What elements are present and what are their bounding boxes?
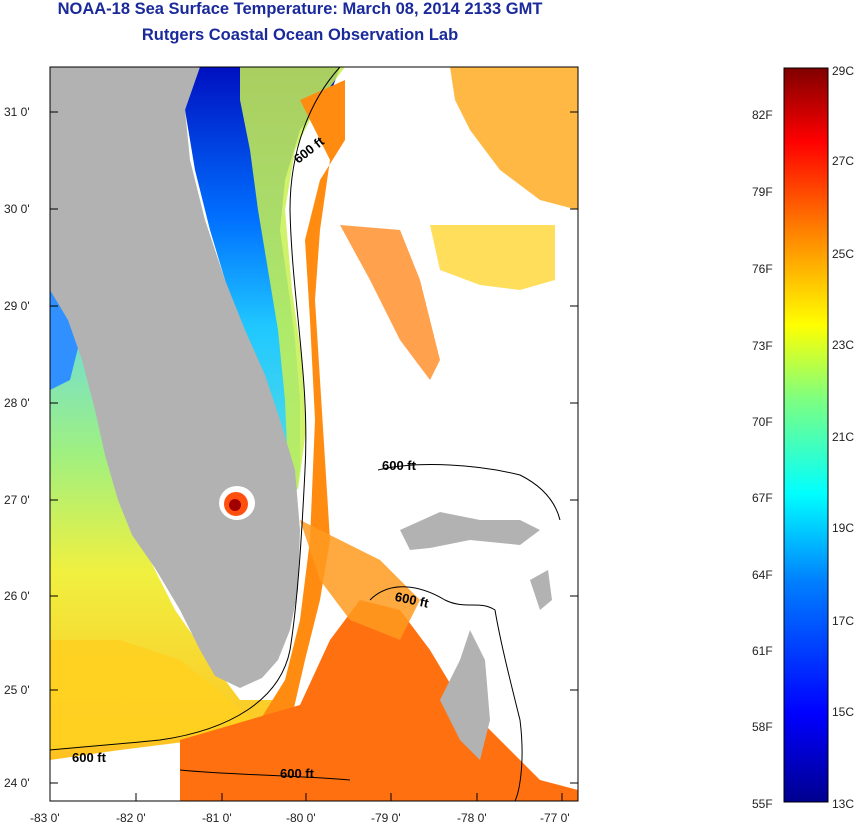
lon-label: -80 0'	[286, 811, 316, 825]
isobath-little-bahama	[377, 464, 561, 521]
celsius-label: 27C	[832, 154, 854, 168]
lon-label: -83 0'	[30, 811, 60, 825]
lat-label: 25 0'	[4, 683, 30, 697]
fahrenheit-label: 76F	[752, 262, 773, 276]
fahrenheit-label: 73F	[752, 339, 773, 353]
lat-label: 29 0'	[4, 299, 30, 313]
lat-label: 26 0'	[4, 589, 30, 603]
fahrenheit-label: 64F	[752, 568, 773, 582]
fahrenheit-label: 61F	[752, 644, 773, 658]
isobath-label: 600 ft	[382, 458, 417, 473]
fahrenheit-label: 55F	[752, 797, 773, 811]
lon-label: -77 0'	[540, 811, 570, 825]
gulf-warm-band	[50, 640, 260, 750]
andros-land	[440, 630, 490, 760]
isobath-label: 600 ft	[394, 589, 431, 611]
map-subtitle: Rutgers Coastal Ocean Observation Lab	[141, 26, 459, 44]
celsius-label: 15C	[832, 705, 854, 719]
lon-label: -78 0'	[457, 811, 487, 825]
map-frame	[49, 66, 579, 802]
east-sst-patch	[430, 225, 555, 290]
colorbar-gradient	[783, 67, 829, 803]
southeast-warm-patch	[300, 520, 420, 640]
central-sst-patch	[340, 225, 440, 380]
florida-land	[50, 67, 300, 688]
lat-label: 27 0'	[4, 493, 30, 507]
atlantic-coastal-sst	[185, 67, 340, 500]
celsius-label: 17C	[832, 614, 854, 628]
lat-label: 24 0'	[4, 776, 30, 790]
lat-label: 31 0'	[4, 105, 30, 119]
fahrenheit-label: 58F	[752, 720, 773, 734]
northeast-sst-patch	[450, 67, 578, 210]
fahrenheit-label: 70F	[752, 415, 773, 429]
celsius-label: 25C	[832, 247, 854, 261]
lat-label: 28 0'	[4, 396, 30, 410]
fahrenheit-label: 82F	[752, 108, 773, 122]
isobath-cuba	[179, 769, 351, 781]
lon-label: -79 0'	[371, 811, 401, 825]
isobath-label: 600 ft	[72, 750, 107, 765]
celsius-label: 23C	[832, 338, 854, 352]
isobath-label: 600 ft	[280, 766, 315, 781]
lon-label: -82 0'	[116, 811, 146, 825]
lat-label: 30 0'	[4, 202, 30, 216]
isobath-great-bahama	[369, 586, 523, 802]
abaco-land	[530, 570, 552, 610]
colorbar: 29C 27C 25C 23C 21C 19C 17C 15C 13C 82F …	[752, 64, 854, 811]
map-panel: 600 ft 600 ft 600 ft 600 ft 600 ft	[49, 66, 579, 802]
celsius-label: 21C	[832, 430, 854, 444]
lon-label: -81 0'	[202, 811, 232, 825]
fahrenheit-label: 79F	[752, 185, 773, 199]
grand-bahama-land	[400, 512, 540, 550]
isobath-florida	[49, 66, 341, 751]
celsius-label: 13C	[832, 797, 854, 811]
fahrenheit-label: 67F	[752, 491, 773, 505]
map-title: NOAA-18 Sea Surface Temperature: March 0…	[57, 0, 543, 18]
atlantic-yellow-band	[240, 67, 345, 490]
latitude-axis: 31 0' 30 0' 29 0' 28 0' 27 0' 26 0' 25 0…	[4, 105, 578, 790]
celsius-label: 29C	[832, 64, 854, 78]
longitude-axis: -83 0' -82 0' -81 0' -80 0' -79 0' -78 0…	[30, 793, 570, 825]
celsius-label: 19C	[832, 521, 854, 535]
